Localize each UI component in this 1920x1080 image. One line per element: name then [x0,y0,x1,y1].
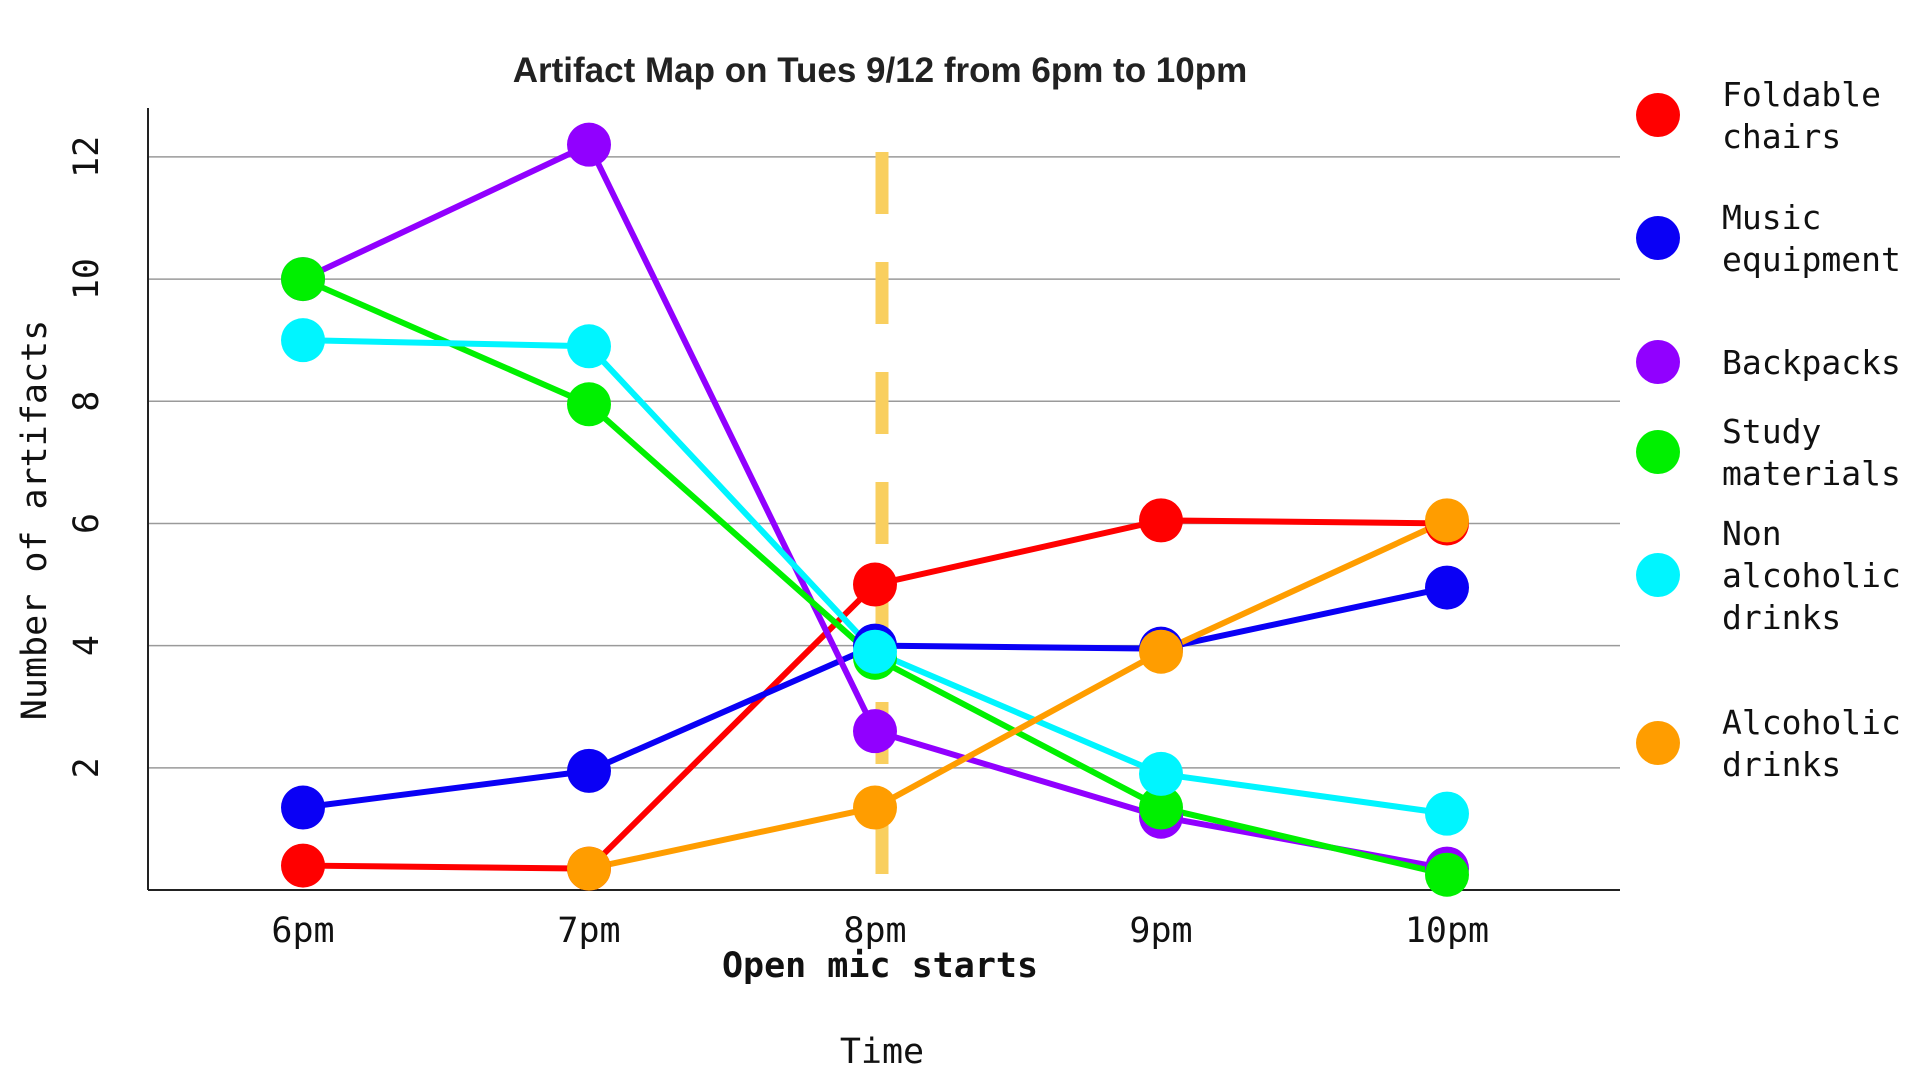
data-point [281,318,325,363]
y-tick-label: 2 [67,757,107,778]
legend-label: Backpacks [1722,343,1901,382]
series-layer [281,122,1469,897]
series-line [588,517,1449,872]
data-point [853,629,897,674]
data-point [853,785,897,830]
x-tick-label: 10pm [1405,911,1489,951]
y-axis-label: Number of artifacts [15,320,55,720]
legend-label: Foldable chairs [1722,75,1881,156]
x-axis-label: Time [840,1032,924,1072]
legend-label: Non alcoholic drinks [1722,514,1901,637]
annotation-label: Open mic starts [722,946,1038,986]
data-point [281,785,325,830]
legend-label: Study materials [1722,412,1901,493]
y-tick-label: 10 [67,258,107,300]
legend-marker [1636,340,1680,384]
x-tick-label: 7pm [557,911,620,951]
chart-title: Artifact Map on Tues 9/12 from 6pm to 10… [513,51,1248,90]
data-point [567,748,611,793]
y-tick-label: 4 [67,635,107,656]
data-point [1139,629,1183,674]
data-point [853,562,897,607]
y-tick-label: 8 [67,391,107,412]
data-point [1139,785,1183,830]
data-point [567,382,611,427]
legend-marker [1636,216,1680,260]
legend-marker [1636,93,1680,137]
data-point [1139,498,1183,543]
legend-marker [1636,721,1680,765]
data-point [1139,751,1183,796]
legend: Foldable chairs Music equipment Backpacks Stu… [1636,75,1901,784]
y-tick-labels: 2 4 6 8 10 12 [67,136,107,779]
data-point [1425,852,1469,897]
x-tick-label: 9pm [1129,911,1192,951]
y-tick-label: 6 [67,513,107,534]
legend-label: Alcoholic drinks [1722,703,1901,784]
data-point [281,843,325,888]
legend-marker [1636,553,1680,597]
data-point [567,324,611,369]
data-point [1425,791,1469,836]
y-tick-label: 12 [67,136,107,178]
data-point [567,846,611,891]
data-point [853,709,897,754]
x-tick-label: 6pm [271,911,334,951]
data-point [567,122,611,167]
data-point [281,257,325,302]
series-line [301,141,1448,872]
series-line [302,584,1448,811]
legend-marker [1636,430,1680,474]
legend-label: Music equipment [1722,198,1901,279]
data-point [1425,565,1469,610]
data-point [1425,498,1469,543]
x-tick-labels: 6pm 7pm 8pm 9pm 10pm [271,911,1489,951]
x-tick-label: 8pm [843,911,906,951]
